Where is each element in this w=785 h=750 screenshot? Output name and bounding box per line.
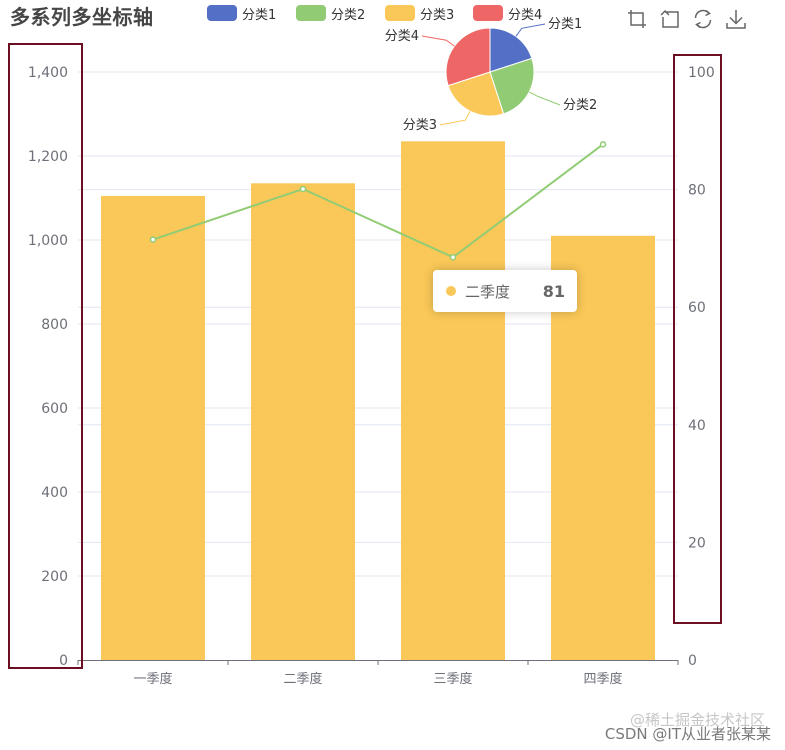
line-series [149, 141, 607, 261]
left-axis-highlight-box [8, 43, 83, 669]
tooltip-value: 81 [542, 281, 565, 301]
line-point [149, 236, 157, 243]
legend-swatch [296, 5, 326, 21]
pie-label: 分类1 [548, 17, 582, 32]
y-right-tick-label: 20 [688, 535, 706, 551]
y-left-tick-label: 600 [41, 401, 68, 417]
pie-label-line [528, 91, 561, 106]
pie-label: 分类2 [563, 98, 597, 113]
legend-swatch [207, 5, 237, 21]
bar [401, 141, 505, 661]
pie-chart: 分类1 分类2 分类3 分类4 [385, 17, 598, 133]
line-point [599, 141, 607, 148]
restore-icon[interactable] [692, 8, 714, 30]
legend-item-category4[interactable]: 分类4 [473, 4, 543, 23]
y-right-tick-label: 100 [688, 65, 715, 81]
pie-slice [489, 27, 533, 73]
y-right-tick-label: 40 [688, 418, 706, 434]
legend-item-category3[interactable]: 分类3 [385, 4, 455, 23]
x-tick-label: 一季度 [133, 671, 172, 687]
y-left-tick-label: 400 [41, 485, 68, 501]
line-point [449, 253, 457, 261]
tooltip: 二季度 81 [433, 270, 577, 312]
pie-label-line [515, 23, 546, 37]
x-tick-label: 二季度 [283, 671, 322, 687]
line-point [299, 185, 307, 193]
legend-label: 分类3 [420, 7, 455, 23]
legend-label: 分类4 [508, 7, 543, 23]
pie-label-line [421, 35, 455, 47]
pie-label-line [439, 110, 471, 126]
y-right-tick-label: 0 [688, 653, 697, 669]
x-tick-label: 四季度 [583, 671, 622, 687]
y-right-tick-label: 80 [688, 183, 706, 199]
watermark: CSDN @IT从业者张某某 [604, 725, 771, 743]
y-left-tick-label: 1,400 [28, 65, 68, 81]
pie-slice [447, 71, 505, 117]
y-left-tick-label: 200 [41, 569, 68, 585]
download-icon[interactable] [725, 8, 747, 30]
x-tick-label: 三季度 [433, 671, 472, 687]
legend-item-category1[interactable]: 分类1 [207, 4, 277, 23]
right-axis-highlight-box [673, 54, 722, 624]
tooltip-marker [446, 286, 456, 296]
legend-swatch [385, 5, 415, 21]
line-path [152, 143, 604, 259]
y-left-tick-label: 0 [59, 653, 68, 669]
pie-slice [489, 57, 535, 115]
tooltip-name: 二季度 [465, 282, 511, 301]
legend-label: 分类1 [242, 7, 277, 23]
watermark-ghost: @稀土掘金技术社区 [629, 711, 765, 729]
bar [101, 195, 205, 660]
pie-label: 分类4 [385, 29, 419, 44]
axes: 0 200 400 600 800 1,000 1,200 1,400 0 20 40 60 80 100… [28, 65, 715, 687]
y-right-tick-label: 60 [688, 300, 706, 316]
legend-swatch [473, 5, 503, 21]
bar [251, 183, 355, 661]
y-left-tick-label: 1,000 [28, 233, 68, 249]
zoom-reset-icon[interactable] [659, 8, 681, 30]
y-left-tick-label: 800 [41, 317, 68, 333]
bar-series [101, 141, 655, 661]
chart-title: 多系列多坐标轴 [10, 5, 154, 29]
pie-label: 分类3 [403, 118, 437, 133]
pie-slice [445, 27, 491, 87]
legend-label: 分类2 [331, 7, 366, 23]
zoom-icon[interactable] [626, 8, 648, 30]
legend-item-category2[interactable]: 分类2 [296, 4, 366, 23]
y-left-tick-label: 1,200 [28, 149, 68, 165]
